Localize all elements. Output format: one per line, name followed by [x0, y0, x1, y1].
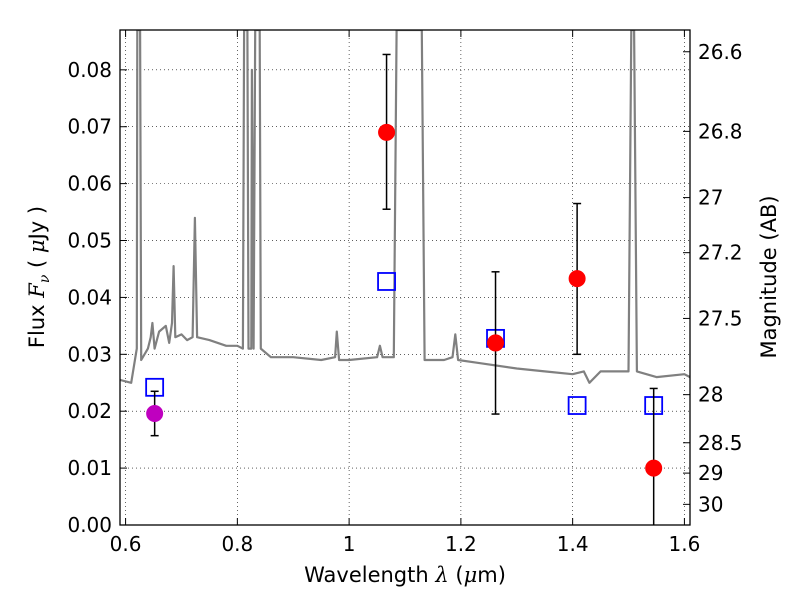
x-axis-label: Wavelength λ (μm): [304, 563, 506, 587]
model-square-point: [567, 396, 587, 415]
y2-tick-label: 26.6: [698, 40, 743, 64]
y2-tick-label: 27.2: [698, 241, 743, 265]
y2-tick-label: 28: [698, 383, 723, 407]
y-tick-label: 0.01: [67, 456, 112, 480]
observed-flux-point: [645, 459, 663, 477]
model-square-point: [377, 272, 396, 291]
x-tick-label: 1: [343, 532, 356, 556]
plot-frame: [119, 29, 691, 526]
y-tick-label: 0.02: [67, 399, 112, 423]
y2-axis-label: Magnitude (AB): [757, 195, 781, 358]
y2-tick-label: 26.8: [698, 119, 743, 143]
observed-flux-point: [568, 270, 586, 288]
y-tick-label: 0.07: [67, 115, 112, 139]
y-tick-label: 0.04: [67, 285, 112, 309]
x-tick-label: 1.4: [557, 532, 589, 556]
y-tick-label: 0.06: [67, 172, 112, 196]
y2-tick-label: 30: [698, 492, 723, 516]
observed-flux-point: [487, 334, 505, 352]
spectrum-line: [120, 30, 690, 384]
y-tick-label: 0.05: [67, 229, 112, 253]
plot-area: [120, 30, 690, 525]
y2-tick-label: 28.5: [698, 431, 743, 455]
x-tick-label: 0.6: [110, 532, 142, 556]
x-tick-label: 0.8: [221, 532, 253, 556]
y2-tick-label: 27.5: [698, 306, 743, 330]
y-tick-label: 0.08: [67, 58, 112, 82]
observed-flux-point: [378, 123, 396, 141]
axes: 0.6 0.8 1 1.2 1.4 1.6 0.00 0.01 0.02 0.03 0.04 0.05…: [67, 30, 743, 556]
y-tick-label: 0.03: [67, 342, 112, 366]
y2-tick-label: 27: [698, 186, 723, 210]
y-axis-label: Flux Fν ( μJy ): [25, 206, 53, 348]
x-tick-label: 1.2: [445, 532, 477, 556]
y-tick-label: 0.00: [67, 513, 112, 537]
y2-tick-label: 29: [698, 461, 723, 485]
grid: [120, 30, 690, 526]
x-tick-label: 1.6: [669, 532, 701, 556]
observed-flux-point: [146, 404, 164, 422]
